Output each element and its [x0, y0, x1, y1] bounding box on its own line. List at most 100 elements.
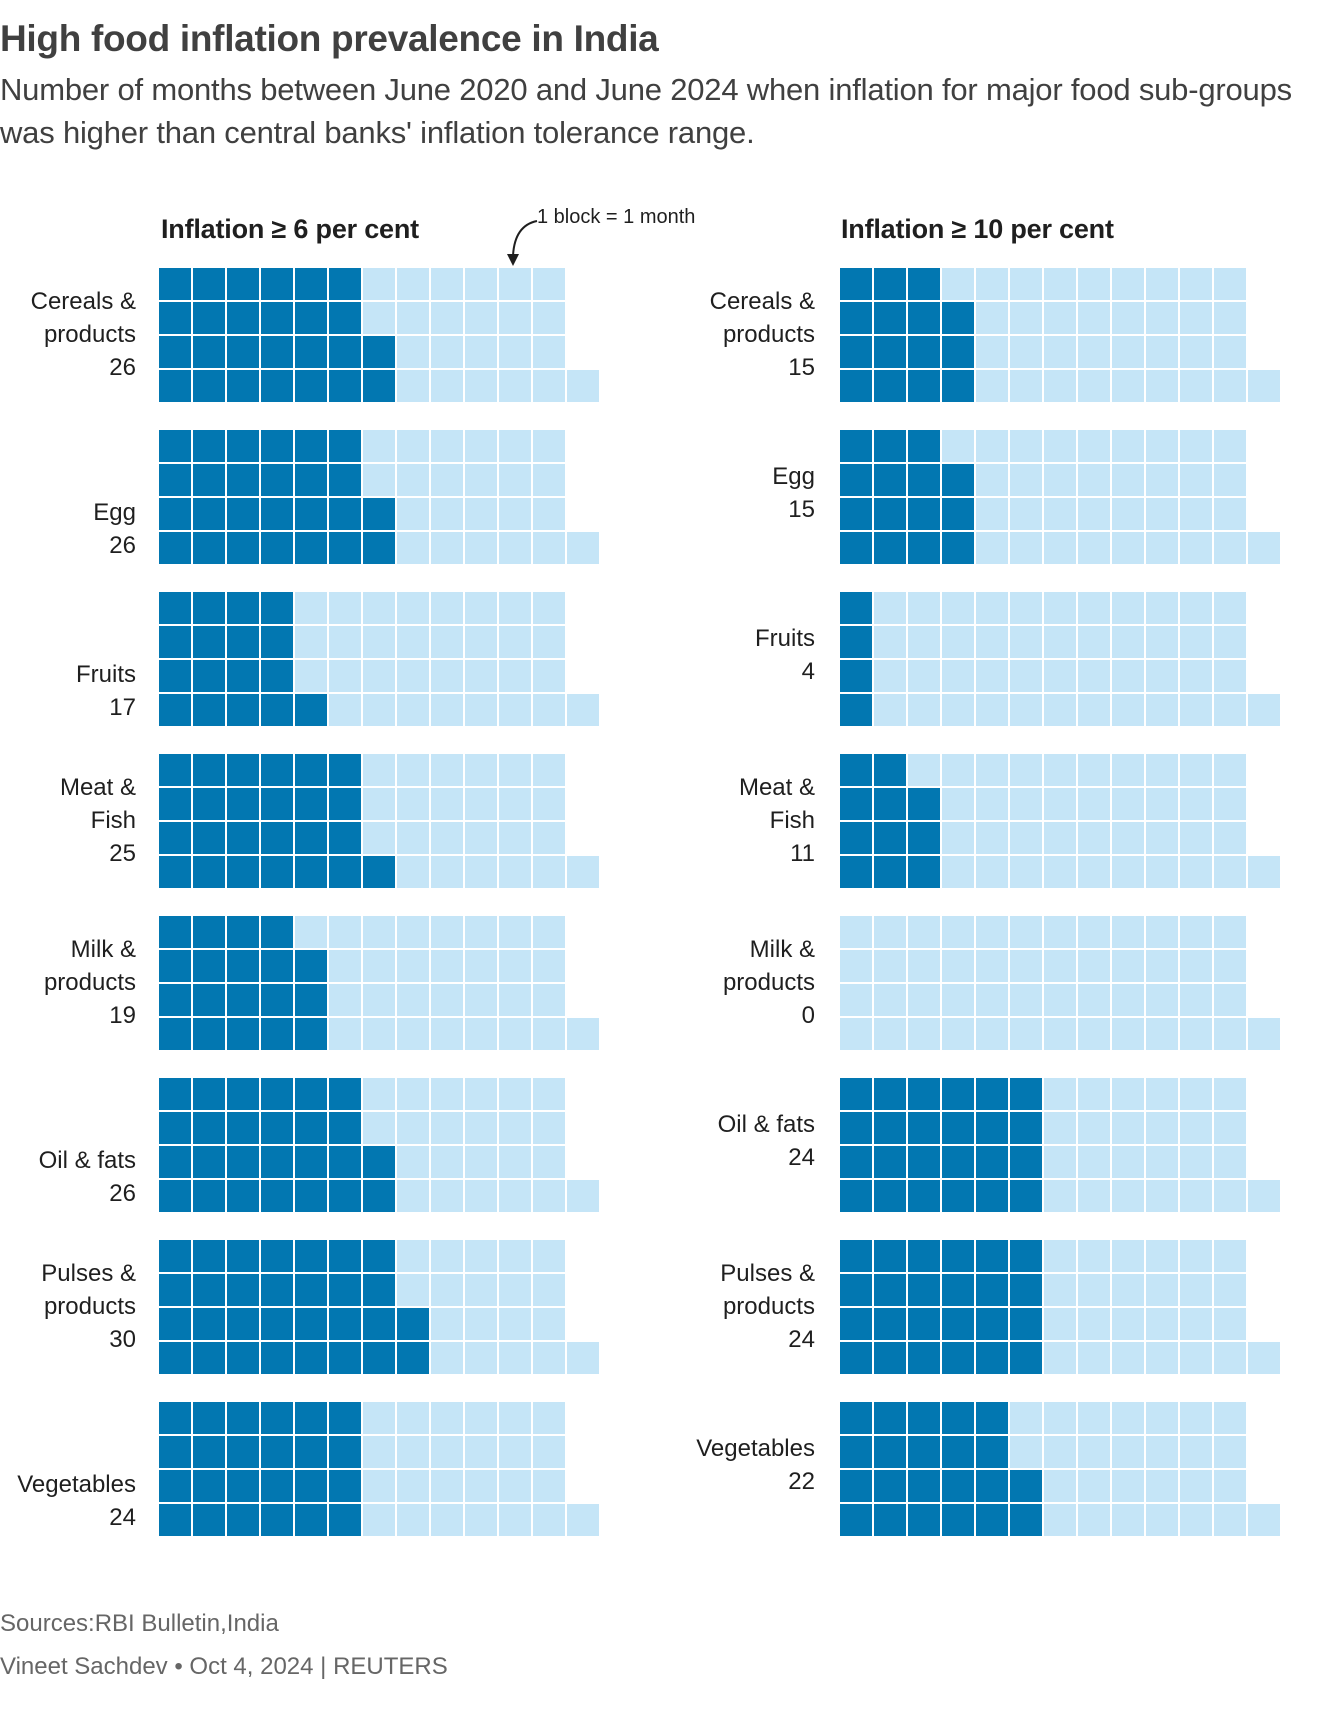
waffle-block-filled — [874, 1240, 906, 1272]
waffle-block-empty — [397, 694, 429, 726]
waffle-block-empty — [533, 1504, 565, 1536]
waffle-block-empty — [1214, 1078, 1246, 1110]
waffle-block-filled — [908, 1274, 940, 1306]
waffle-block-filled — [976, 1274, 1008, 1306]
category-value: 26 — [109, 1180, 136, 1207]
waffle-block-empty — [363, 660, 395, 692]
waffle-block-empty — [397, 430, 429, 462]
category-label: Egg 26 — [93, 496, 136, 562]
waffle-block-empty — [363, 1504, 395, 1536]
waffle-block-filled — [193, 1078, 225, 1110]
waffle-block-empty — [363, 1018, 395, 1050]
waffle-block-empty — [1044, 1470, 1076, 1502]
waffle-block-empty — [1010, 1018, 1042, 1050]
waffle-block-empty — [1180, 1240, 1212, 1272]
waffle-block-filled — [874, 1078, 906, 1110]
waffle-block-empty — [465, 1436, 497, 1468]
waffle-block-empty — [431, 660, 463, 692]
waffle-block-filled — [874, 856, 906, 888]
waffle-block-filled — [942, 532, 974, 564]
waffle-block-empty — [1078, 1274, 1110, 1306]
waffle-block-empty — [1180, 1402, 1212, 1434]
waffle-block-empty — [533, 754, 565, 786]
waffle-block-filled — [193, 268, 225, 300]
waffle-block-empty — [1112, 1274, 1144, 1306]
waffle-block-filled — [942, 336, 974, 368]
waffle-block-empty — [1044, 694, 1076, 726]
category-label: Fruits 4 — [755, 622, 815, 688]
category-name-line: products — [722, 1293, 815, 1320]
waffle-block-filled — [159, 1342, 191, 1374]
waffle-block-filled — [159, 592, 191, 624]
waffle-block-empty — [533, 1342, 565, 1374]
waffle-block-empty — [499, 268, 531, 300]
waffle-block-filled — [295, 1470, 327, 1502]
waffle-block-empty — [431, 788, 463, 820]
waffle-block-empty — [976, 856, 1008, 888]
waffle-block-filled — [261, 1274, 293, 1306]
waffle-block-empty — [1248, 370, 1280, 402]
waffle-block-filled — [329, 336, 361, 368]
waffle-block-empty — [976, 984, 1008, 1016]
waffle-block-empty — [397, 1180, 429, 1212]
waffle-block-empty — [1112, 592, 1144, 624]
waffle-block-filled — [942, 302, 974, 334]
waffle-block-filled — [159, 1274, 191, 1306]
waffle-block-filled — [193, 1308, 225, 1340]
waffle-block-empty — [533, 464, 565, 496]
waffle-block-empty — [908, 1018, 940, 1050]
waffle-block-filled — [840, 532, 872, 564]
waffle-block-empty — [1078, 1308, 1110, 1340]
waffle-block-filled — [227, 916, 259, 948]
waffle-block-empty — [1044, 1308, 1076, 1340]
waffle-block-filled — [976, 1308, 1008, 1340]
waffle-block-filled — [874, 1504, 906, 1536]
waffle-block-empty — [499, 1180, 531, 1212]
waffle-block-empty — [329, 984, 361, 1016]
waffle-block-filled — [193, 1112, 225, 1144]
waffle-block-filled — [295, 754, 327, 786]
waffle-block-empty — [976, 592, 1008, 624]
waffle-block-empty — [431, 754, 463, 786]
waffle-block-empty — [1180, 532, 1212, 564]
waffle-block-empty — [1214, 1112, 1246, 1144]
waffle-block-filled — [874, 336, 906, 368]
waffle-block-empty — [1078, 626, 1110, 658]
waffle-block-empty — [465, 336, 497, 368]
waffle-block-empty — [363, 464, 395, 496]
waffle-block-empty — [1078, 1180, 1110, 1212]
waffle-block-empty — [363, 592, 395, 624]
waffle-block-empty — [1078, 1470, 1110, 1502]
waffle-block-empty — [874, 592, 906, 624]
waffle-block-empty — [533, 1274, 565, 1306]
waffle-block-filled — [193, 336, 225, 368]
waffle-block-filled — [295, 856, 327, 888]
waffle-block-empty — [397, 498, 429, 530]
waffle-block-empty — [431, 430, 463, 462]
waffle-block-filled — [1010, 1274, 1042, 1306]
category-name-line: Fish — [90, 807, 136, 834]
waffle-block-empty — [397, 1240, 429, 1272]
waffle-block-empty — [1044, 268, 1076, 300]
waffle-block-empty — [431, 1146, 463, 1178]
waffle-block-empty — [840, 916, 872, 948]
waffle-block-empty — [431, 370, 463, 402]
waffle-block-empty — [1078, 660, 1110, 692]
waffle-block-empty — [942, 856, 974, 888]
waffle-block-empty — [1044, 788, 1076, 820]
waffle-block-empty — [1214, 626, 1246, 658]
waffle-block-empty — [397, 916, 429, 948]
category-name-line: products — [43, 1293, 136, 1320]
waffle-block-empty — [465, 822, 497, 854]
waffle-block-empty — [1078, 1240, 1110, 1272]
waffle-block-empty — [1214, 1180, 1246, 1212]
waffle-block-filled — [329, 268, 361, 300]
waffle-block-empty — [397, 532, 429, 564]
waffle-block-filled — [261, 1402, 293, 1434]
waffle-block-empty — [942, 268, 974, 300]
waffle-block-empty — [1112, 916, 1144, 948]
waffle-block-empty — [1112, 336, 1144, 368]
waffle-block-filled — [227, 1308, 259, 1340]
waffle-block-empty — [1214, 430, 1246, 462]
waffle-block-filled — [159, 1402, 191, 1434]
